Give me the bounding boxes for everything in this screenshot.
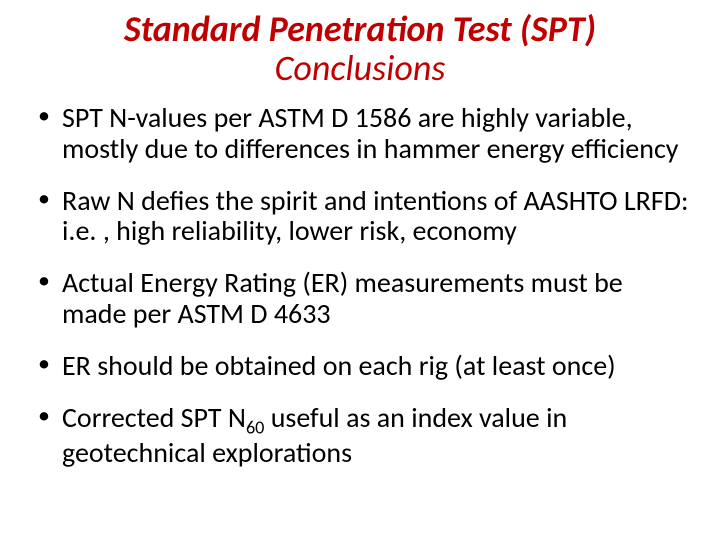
list-item: Raw N defies the spirit and intentions o… bbox=[30, 186, 690, 246]
bullet-list: SPT N-values per ASTM D 1586 are highly … bbox=[30, 103, 690, 468]
bullet-text: Corrected SPT N60 useful as an index val… bbox=[62, 400, 567, 470]
slide-title: Standard Penetration Test (SPT) bbox=[30, 10, 690, 50]
list-item: Corrected SPT N60 useful as an index val… bbox=[30, 403, 690, 468]
list-item: Actual Energy Rating (ER) measurements m… bbox=[30, 268, 690, 328]
bullet-text: Raw N defies the spirit and intentions o… bbox=[62, 183, 688, 248]
list-item: SPT N-values per ASTM D 1586 are highly … bbox=[30, 103, 690, 163]
bullet-text: SPT N-values per ASTM D 1586 are highly … bbox=[62, 100, 678, 165]
slide-subtitle: Conclusions bbox=[30, 50, 690, 88]
list-item: ER should be obtained on each rig (at le… bbox=[30, 351, 690, 381]
slide: Standard Penetration Test (SPT) Conclusi… bbox=[0, 0, 720, 540]
bullet-text: Actual Energy Rating (ER) measurements m… bbox=[62, 265, 623, 330]
bullet-text: ER should be obtained on each rig (at le… bbox=[62, 348, 616, 383]
